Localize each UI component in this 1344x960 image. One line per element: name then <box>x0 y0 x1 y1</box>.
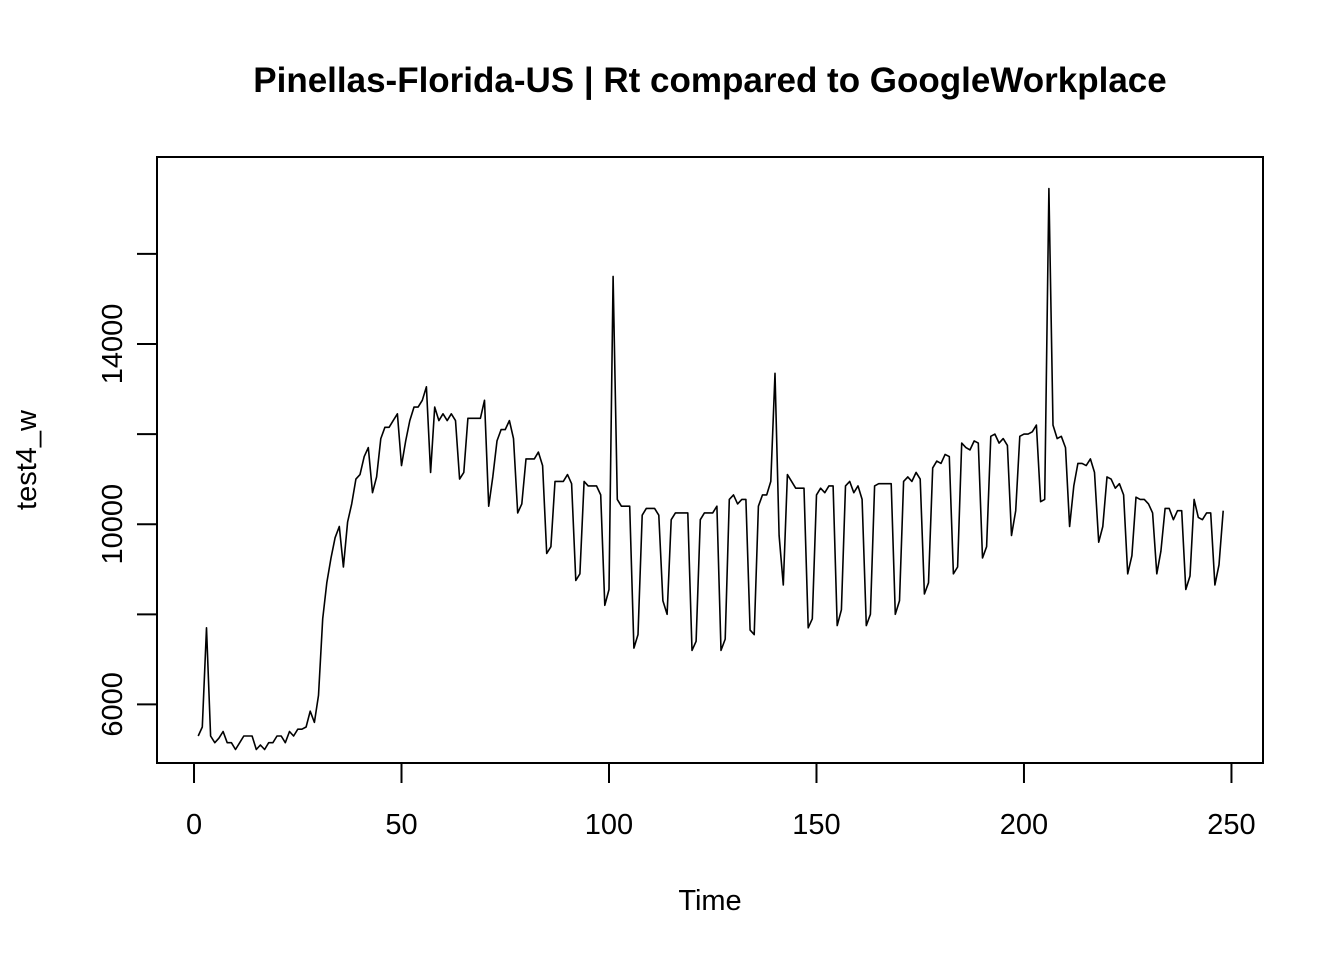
y-tick-label: 14000 <box>97 304 129 385</box>
y-tick-label: 6000 <box>97 672 129 737</box>
x-tick-label: 50 <box>385 809 417 841</box>
y-axis-label: test4_w <box>11 409 43 510</box>
x-axis: 0 50 100 150 200 250 <box>186 762 1256 841</box>
x-tick-label: 150 <box>792 809 840 841</box>
y-axis: 6000 10000 14000 <box>97 252 158 737</box>
chart-title: Pinellas-Florida-US | Rt compared to Goo… <box>253 61 1166 100</box>
x-tick-label: 100 <box>585 809 633 841</box>
x-tick-label: 200 <box>1000 809 1048 841</box>
x-tick-label: 250 <box>1207 809 1255 841</box>
x-axis-label: Time <box>678 885 741 917</box>
plot-frame <box>156 156 1264 764</box>
x-tick-label: 0 <box>186 809 202 841</box>
series-line <box>197 187 1224 751</box>
y-tick-label: 10000 <box>97 484 129 565</box>
